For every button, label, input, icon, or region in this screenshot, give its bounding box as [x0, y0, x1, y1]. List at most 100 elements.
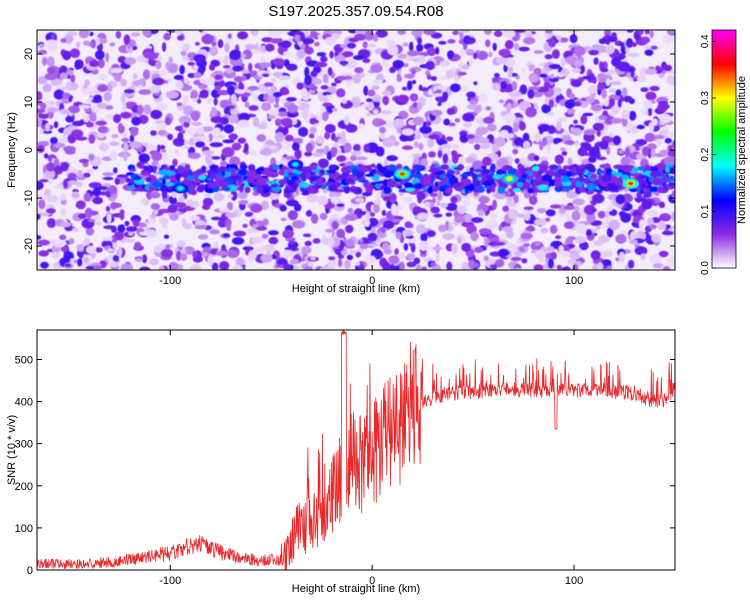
heatmap-blob [474, 143, 481, 151]
heatmap-blob [42, 56, 48, 66]
heatmap-blob [163, 234, 170, 239]
heatmap-blob [381, 90, 392, 96]
heatmap-blob [211, 90, 217, 96]
heatmap-blob [642, 188, 649, 192]
heatmap-blob [517, 182, 523, 187]
heatmap-blob [75, 200, 86, 210]
heatmap-blob [179, 64, 185, 75]
heatmap-blob [121, 137, 130, 143]
heatmap-blob [462, 199, 472, 207]
heatmap-blob [498, 48, 511, 57]
heatmap-blob [165, 244, 171, 250]
heatmap-blob [85, 265, 94, 270]
heatmap-blob [327, 67, 333, 76]
heatmap-blob [229, 51, 242, 61]
heatmap-blob [443, 118, 451, 126]
heatmap-blob [174, 30, 183, 35]
heatmap-blob [233, 230, 246, 237]
heatmap-blob [37, 91, 43, 101]
heatmap-blob [210, 116, 224, 124]
heatmap-blob [235, 89, 246, 94]
heatmap-blob [412, 116, 425, 126]
heatmap-blob [602, 61, 608, 70]
heatmap-blob [583, 178, 588, 184]
colorbar-tick-label: 0.0 [700, 261, 711, 275]
heatmap-blob [146, 52, 159, 60]
heatmap-blob [609, 112, 616, 117]
heatmap-blob [601, 88, 607, 99]
heatmap-blob [334, 188, 345, 193]
heatmap-blob [190, 112, 201, 121]
heatmap-blob [99, 142, 109, 152]
heatmap-blob [566, 190, 578, 199]
heatmap-blob [550, 73, 555, 79]
y-tick-label: 0 [23, 147, 35, 153]
heatmap-blob [598, 38, 607, 45]
heatmap-blob [38, 250, 50, 257]
heatmap-blob [525, 32, 534, 39]
heatmap-blob [369, 212, 376, 217]
heatmap-blob [305, 210, 313, 217]
heatmap-blob [617, 149, 624, 155]
heatmap-blob [494, 136, 506, 147]
heatmap-blob [59, 234, 67, 240]
heatmap-blob [605, 167, 613, 175]
heatmap-blob [379, 110, 393, 115]
heatmap-blob [350, 150, 362, 156]
heatmap-blob [473, 52, 478, 60]
heatmap-blob [534, 132, 541, 143]
heatmap-blob [417, 37, 422, 45]
heatmap-blob [367, 43, 377, 48]
heatmap-blob [142, 69, 151, 80]
heatmap-blob [376, 180, 386, 185]
heatmap-blob [396, 75, 403, 82]
heatmap-blob [638, 174, 649, 180]
heatmap-blob [468, 172, 475, 177]
heatmap-blob [453, 75, 460, 83]
heatmap-blob [265, 43, 275, 52]
heatmap-blob [531, 90, 544, 98]
heatmap-blob [282, 139, 292, 150]
heatmap-blob [110, 67, 123, 74]
heatmap-blob [437, 102, 442, 106]
heatmap-blob [269, 38, 283, 44]
heatmap-blob [457, 71, 467, 76]
heatmap-blob [659, 213, 671, 222]
heatmap-blob [226, 222, 232, 232]
heatmap-blob [247, 85, 259, 91]
heatmap-blob [285, 199, 299, 207]
heatmap-blob [68, 238, 75, 245]
heatmap-blob [89, 111, 96, 122]
heatmap-blob [492, 193, 505, 198]
heatmap-blob [153, 165, 158, 171]
heatmap-blob [542, 173, 552, 182]
heatmap-blob [671, 211, 675, 222]
heatmap-blob [214, 85, 222, 91]
heatmap-blob [203, 193, 211, 198]
heatmap-blob [545, 209, 556, 217]
heatmap-blob [328, 184, 337, 192]
heatmap-blob [167, 204, 178, 214]
heatmap-blob [430, 206, 440, 214]
heatmap-blob [62, 92, 71, 99]
heatmap-blob [124, 220, 130, 227]
heatmap-blob [376, 163, 383, 171]
heatmap-blob [246, 176, 255, 184]
heatmap-blob [193, 72, 202, 79]
heatmap-blob [317, 195, 329, 206]
heatmap-blob [109, 261, 120, 268]
heatmap-blob [299, 182, 310, 188]
heatmap-blob [353, 144, 361, 152]
heatmap-blob [132, 73, 138, 80]
heatmap-blob [254, 246, 267, 252]
heatmap-blob [188, 169, 193, 175]
heatmap-blob [597, 210, 606, 219]
heatmap-blob [291, 142, 300, 151]
heatmap-blob [310, 70, 318, 77]
heatmap-blob [445, 70, 454, 79]
heatmap-blob [478, 195, 490, 204]
heatmap-blob [606, 148, 611, 155]
heatmap-blob [175, 81, 184, 90]
heatmap-blob [556, 264, 562, 270]
heatmap-blob [365, 211, 371, 221]
